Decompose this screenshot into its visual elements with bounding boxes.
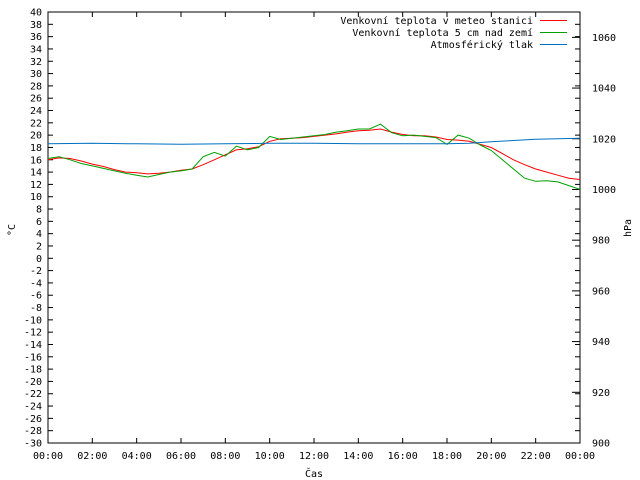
x-tick-label: 06:00	[166, 451, 196, 462]
y2-tick-label: 1000	[592, 185, 616, 196]
y-tick-label: 0	[36, 254, 42, 265]
y-tick-label: -8	[30, 303, 42, 314]
y-tick-label: 28	[30, 81, 42, 92]
y-tick-label: -22	[24, 389, 42, 400]
y-tick-label: 20	[30, 131, 42, 142]
y-tick-label: 38	[30, 20, 42, 31]
y-tick-label: -10	[24, 315, 42, 326]
x-tick-label: 04:00	[122, 451, 152, 462]
y-axis-left: -30-28-26-24-22-20-18-16-14-12-10-8-6-4-…	[24, 8, 580, 450]
x-tick-label: 12:00	[299, 451, 329, 462]
y-tick-label: -30	[24, 439, 42, 450]
series-group	[47, 123, 581, 190]
legend: Venkovní teplota v meteo staniciVenkovní…	[340, 15, 567, 51]
series-line-1	[47, 128, 581, 180]
legend-label-3: Atmosférický tlak	[431, 39, 533, 51]
y2-tick-label: 1020	[592, 134, 616, 145]
y2-tick-label: 960	[592, 286, 610, 297]
x-tick-label: 08:00	[210, 451, 240, 462]
y-tick-label: -26	[24, 414, 42, 425]
y2-tick-label: 1040	[592, 84, 616, 95]
y-tick-label: 24	[30, 106, 42, 117]
y-tick-label: 18	[30, 143, 42, 154]
x-tick-label: 18:00	[432, 451, 462, 462]
x-tick-label: 22:00	[521, 451, 551, 462]
x-tick-label: 20:00	[476, 451, 506, 462]
y2-tick-label: 940	[592, 337, 610, 348]
y-tick-label: 6	[36, 217, 42, 228]
y-tick-label: -6	[30, 291, 42, 302]
y-tick-label: 4	[36, 229, 42, 240]
y-tick-label: 40	[30, 8, 42, 19]
plot-frame	[47, 11, 581, 444]
y-tick-label: 34	[30, 44, 42, 55]
y2-tick-label: 920	[592, 388, 610, 399]
y-tick-label: -18	[24, 365, 42, 376]
y-tick-label: 10	[30, 192, 42, 203]
y2-tick-label: 980	[592, 236, 610, 247]
y-tick-label: 14	[30, 168, 42, 179]
legend-label-2: Venkovní teplota 5 cm nad zemí	[352, 27, 533, 39]
x-tick-label: 00:00	[33, 451, 63, 462]
y-tick-label: -4	[30, 278, 42, 289]
y-tick-label: 2	[36, 241, 42, 252]
y-tick-label: -20	[24, 377, 42, 388]
y-tick-label: -14	[24, 340, 42, 351]
y-axis-right: 900 920 940 960 980 1000 1020 1040 1060	[572, 33, 616, 450]
x-tick-label: 02:00	[77, 451, 107, 462]
x-tick-label: 10:00	[255, 451, 285, 462]
y-tick-label: 12	[30, 180, 42, 191]
y2-tick-label: 1060	[592, 33, 616, 44]
y-tick-label: -12	[24, 328, 42, 339]
x-tick-label: 00:00	[565, 451, 595, 462]
y-tick-label: -2	[30, 266, 42, 277]
y-tick-label: 26	[30, 94, 42, 105]
series-line-2	[47, 123, 581, 190]
x-tick-label: 16:00	[388, 451, 418, 462]
y-tick-label: 22	[30, 118, 42, 129]
x-tick-label: 14:00	[343, 451, 373, 462]
y-tick-label: 32	[30, 57, 42, 68]
y-tick-label: 16	[30, 155, 42, 166]
y-tick-label: 8	[36, 205, 42, 216]
y2-axis-label: hPa	[623, 219, 634, 237]
x-axis-label: Čas	[305, 467, 323, 480]
y-tick-label: 30	[30, 69, 42, 80]
y2-tick-label: 900	[592, 439, 610, 450]
legend-label-1: Venkovní teplota v meteo stanici	[340, 15, 533, 27]
y-tick-label: 36	[30, 32, 42, 43]
y-axis-label: °C	[7, 224, 18, 236]
series-line-3	[47, 137, 581, 145]
y-tick-label: -16	[24, 352, 42, 363]
y-tick-label: -24	[24, 402, 42, 413]
y-tick-label: -28	[24, 426, 42, 437]
x-axis: 00:00 02:00 04:00 06:00 08:00 10:00 12:00 14:00…	[33, 12, 595, 462]
